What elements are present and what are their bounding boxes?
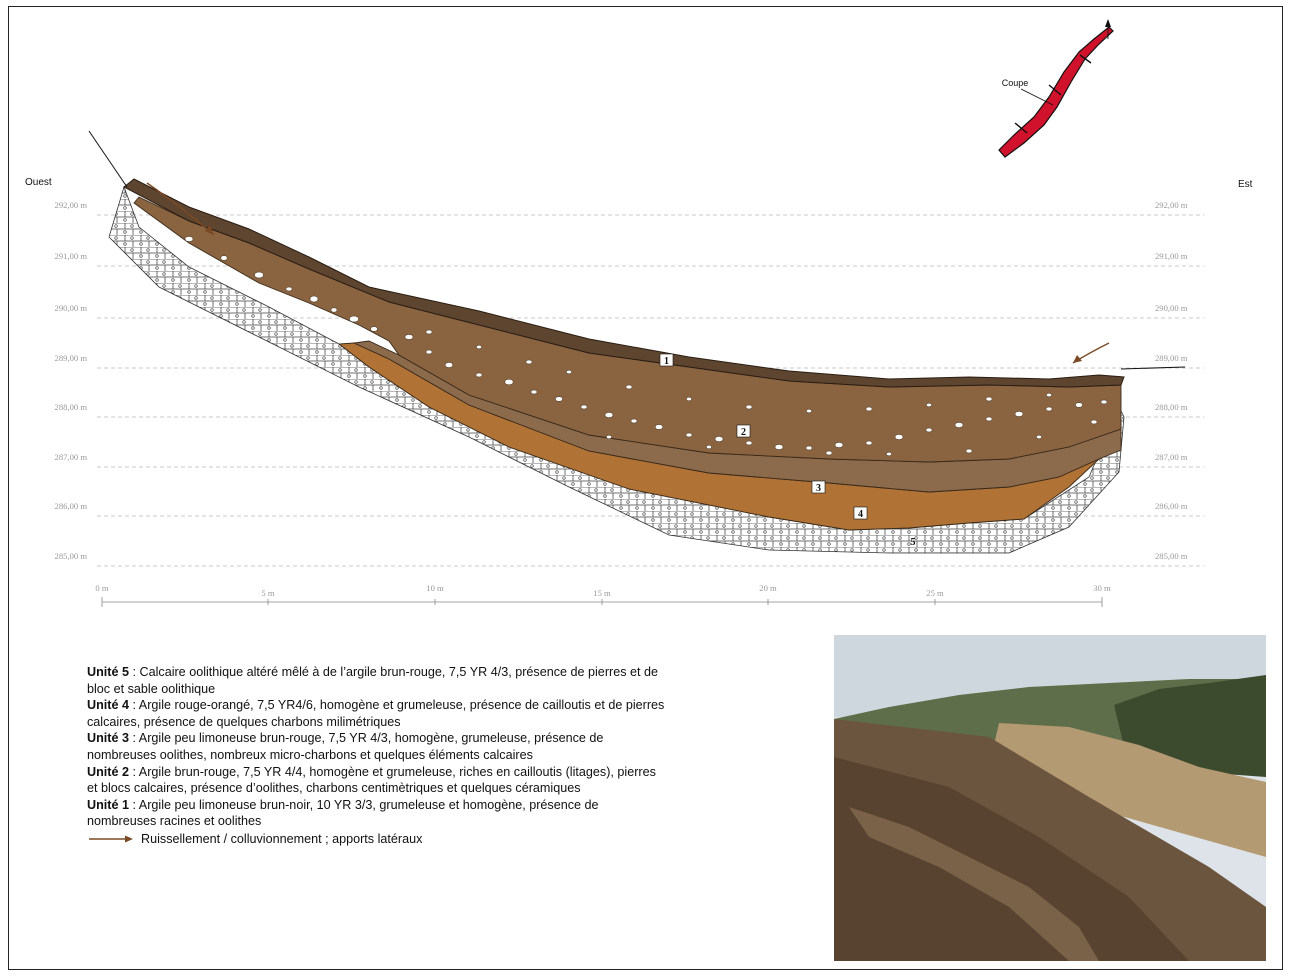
legend-unit-name: Unité 1 (87, 797, 129, 812)
distance-label: 15 m (593, 588, 611, 598)
unit-marker-4-label: 4 (858, 509, 863, 520)
elevation-label: 290,00 m (1155, 303, 1188, 313)
landscape-photo (834, 635, 1266, 961)
legend-unit-text: : Argile peu limoneuse brun-rouge, 7,5 Y… (87, 731, 604, 762)
elevation-label: 286,00 m (55, 501, 88, 511)
legend-arrow-text: Ruissellement / colluvionnement ; apport… (141, 831, 423, 846)
legend-unit-name: Unité 2 (87, 764, 129, 779)
east-label: Est (1238, 179, 1253, 190)
distance-label: 20 m (759, 583, 777, 593)
elevation-label: 287,00 m (1155, 452, 1188, 462)
inset-map (998, 19, 1114, 158)
legend-unit-text: : Argile brun-rouge, 7,5 YR 4/4, homogèn… (87, 764, 656, 796)
legend-arrow-entry: Ruissellement / colluvionnement ; apport… (87, 831, 667, 848)
distance-label: 10 m (426, 583, 444, 593)
west-label: Ouest (25, 177, 52, 188)
elevation-label: 289,00 m (1155, 353, 1188, 363)
inset-map-label: Coupe (1002, 78, 1029, 88)
elevation-label: 292,00 m (1155, 200, 1188, 210)
elevation-label: 290,00 m (55, 303, 88, 313)
arrow-icon (89, 835, 133, 843)
elevation-label: 287,00 m (55, 452, 88, 462)
colluvium-arrow-east (1072, 342, 1110, 364)
elevation-label: 289,00 m (55, 353, 88, 363)
elevation-label: 285,00 m (55, 551, 88, 561)
unit-marker-3: 3 (811, 480, 826, 494)
ground-surface-west (88, 130, 128, 188)
unit-marker-5: 5 (911, 537, 916, 548)
unit-marker-1-label: 1 (664, 356, 669, 367)
elevation-label: 286,00 m (1155, 501, 1188, 511)
stratigraphic-section: 1 2 3 4 5 292,00 m 291,00 m 290,00 m 289… (55, 19, 1266, 961)
ground-surface-east (1120, 366, 1186, 370)
colluvium-arrow-west (146, 182, 215, 236)
unit-marker-2: 2 (736, 424, 751, 438)
distance-label: 0 m (95, 583, 108, 593)
inset-map-route (998, 26, 1114, 158)
elevation-label: 288,00 m (1155, 402, 1188, 412)
legend: Unité 5 : Calcaire oolithique altéré mêl… (87, 664, 667, 848)
legend-entry-unit3: Unité 3 : Argile peu limoneuse brun-roug… (87, 730, 667, 763)
unit1-layer (123, 178, 1125, 388)
distance-scale (101, 597, 1103, 607)
legend-entry-unit2: Unité 2 : Argile brun-rouge, 7,5 YR 4/4,… (87, 764, 667, 797)
elevation-label: 285,00 m (1155, 551, 1188, 561)
legend-unit-text: : Argile rouge-orangé, 7,5 YR4/6, homogè… (87, 698, 665, 729)
distance-label: 25 m (926, 588, 944, 598)
legend-unit-text: : Argile peu limoneuse brun-noir, 10 YR … (87, 797, 599, 829)
distance-label: 30 m (1093, 583, 1111, 593)
legend-unit-name: Unité 3 (87, 731, 129, 746)
elevation-labels-left: 292,00 m 291,00 m 290,00 m 289,00 m 288,… (55, 200, 88, 561)
unit-marker-1: 1 (659, 353, 674, 367)
legend-unit-text: : Calcaire oolithique altéré mêlé à de l… (87, 665, 659, 696)
legend-entry-unit5: Unité 5 : Calcaire oolithique altéré mêl… (87, 664, 667, 697)
elevation-label: 291,00 m (55, 251, 88, 261)
distance-labels: 0 m 5 m 10 m 15 m 20 m 25 m 30 m (95, 583, 1111, 598)
distance-label: 5 m (261, 588, 274, 598)
north-arrow-icon (1105, 19, 1111, 39)
elevation-label: 291,00 m (1155, 251, 1188, 261)
unit-marker-2-label: 2 (741, 427, 746, 438)
unit-marker-3-label: 3 (816, 483, 821, 494)
legend-unit-name: Unité 4 (87, 698, 129, 713)
pebbles (184, 236, 1108, 457)
legend-entry-unit1: Unité 1 : Argile peu limoneuse brun-noir… (87, 797, 667, 830)
legend-entry-unit4: Unité 4 : Argile rouge-orangé, 7,5 YR4/6… (87, 697, 667, 730)
elevation-label: 288,00 m (55, 402, 88, 412)
inset-leader-line (1020, 88, 1054, 106)
unit-marker-5-label: 5 (911, 537, 916, 548)
figure-frame: 1 2 3 4 5 292,00 m 291,00 m 290,00 m 289… (8, 6, 1283, 970)
elevation-labels-right: 292,00 m 291,00 m 290,00 m 289,00 m 288,… (1155, 200, 1188, 561)
unit-marker-4: 4 (853, 506, 868, 520)
legend-unit-name: Unité 5 (87, 665, 129, 679)
elevation-label: 292,00 m (55, 200, 88, 210)
